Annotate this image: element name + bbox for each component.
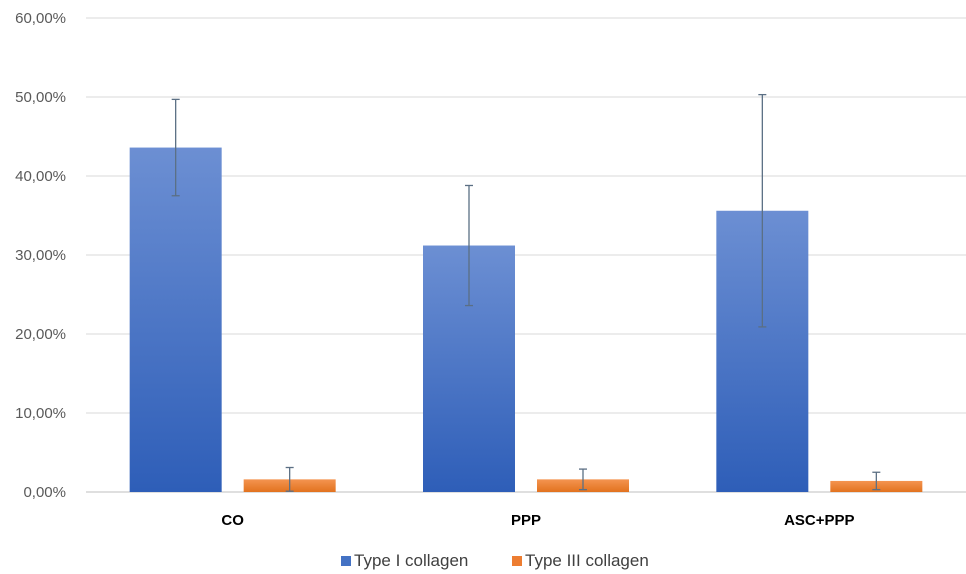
y-axis-ticks: 0,00% 10,00% 20,00% 30,00% 40,00% 50,00% 60,00… bbox=[15, 10, 66, 501]
bars bbox=[129, 147, 923, 492]
x-category-label: PPP bbox=[511, 512, 541, 529]
x-category-label: CO bbox=[221, 512, 244, 529]
y-tick-label: 30,00% bbox=[15, 247, 66, 264]
legend-label: Type I collagen bbox=[354, 551, 468, 570]
y-tick-label: 60,00% bbox=[15, 10, 66, 27]
y-tick-label: 50,00% bbox=[15, 89, 66, 106]
gridlines bbox=[86, 17, 966, 493]
y-tick-label: 20,00% bbox=[15, 326, 66, 343]
x-axis-categories: CO PPP ASC+PPP bbox=[221, 512, 854, 529]
legend: Type I collagen Type III collagen bbox=[341, 551, 649, 570]
y-tick-label: 0,00% bbox=[23, 484, 66, 501]
y-tick-label: 40,00% bbox=[15, 168, 66, 185]
legend-swatch bbox=[341, 556, 351, 566]
legend-swatch bbox=[512, 556, 522, 566]
y-tick-label: 10,00% bbox=[15, 405, 66, 422]
bar-type-i-collagen bbox=[129, 147, 222, 492]
x-category-label: ASC+PPP bbox=[784, 512, 854, 529]
legend-label: Type III collagen bbox=[525, 551, 649, 570]
error-bars bbox=[171, 93, 881, 492]
